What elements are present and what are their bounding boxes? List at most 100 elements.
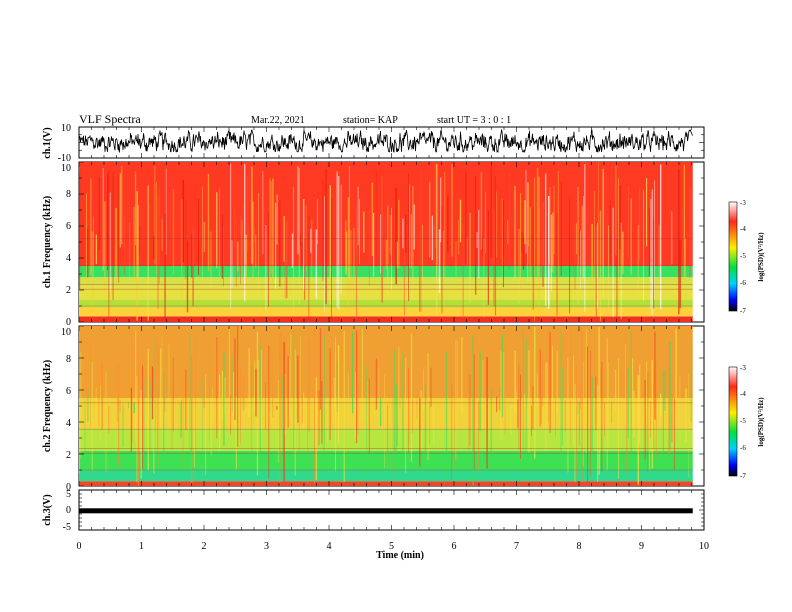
spectrogram-streak <box>536 168 539 293</box>
spectrogram-streak <box>247 177 249 252</box>
spectrogram-streak <box>539 349 541 427</box>
spectrogram-streak <box>210 231 212 288</box>
ch2-spectrogram-ticks <box>78 325 705 487</box>
spectrogram-streak <box>409 184 411 268</box>
spectrogram-streak <box>496 396 497 413</box>
spectrogram-streak <box>651 360 654 469</box>
spectrogram-streak <box>261 349 262 431</box>
spectrogram-streak <box>462 224 464 318</box>
spectrogram-streak <box>542 201 544 287</box>
spectrogram-streak <box>468 365 470 450</box>
ch3-ytick-neg5: -5 <box>63 522 71 533</box>
spectrogram-streak <box>237 326 239 447</box>
spectrogram-streak <box>595 225 597 317</box>
spectrogram-streak <box>525 338 527 473</box>
spectrogram-streak <box>157 345 159 467</box>
spectrogram-streak <box>182 179 185 262</box>
spectrogram-streak <box>385 239 388 270</box>
ch2-cb-tick-7: -7 <box>740 472 746 480</box>
spectrogram-streak <box>349 166 350 278</box>
spectrogram-streak <box>147 348 149 471</box>
spectrogram-streak <box>233 372 235 418</box>
spectrogram-streak <box>161 337 163 421</box>
spectrogram-streak <box>315 229 318 299</box>
spectrogram-band <box>79 266 693 278</box>
spectrogram-streak <box>203 221 206 252</box>
spectrogram-streak <box>135 171 137 246</box>
spectrogram-streak <box>317 198 318 244</box>
spectrogram-streak <box>192 228 194 307</box>
xtick-8: 8 <box>577 541 582 552</box>
spectrogram-streak <box>485 192 486 253</box>
spectrogram-streak <box>251 166 253 264</box>
ch3-ticks <box>78 489 705 531</box>
spectrogram-streak <box>594 191 595 314</box>
spectrogram-streak <box>532 207 535 310</box>
ch1-cb-tick-7: -7 <box>740 307 746 315</box>
x-axis: 0 1 2 3 4 5 6 7 8 9 10 Time (min) <box>77 541 710 561</box>
spectrogram-streak <box>688 374 689 478</box>
spectrogram-streak <box>230 395 231 435</box>
spectrogram-streak <box>520 374 521 459</box>
spectrogram-streak <box>308 339 310 433</box>
spectrogram-streak <box>510 405 512 436</box>
spectrogram-band <box>79 326 693 398</box>
spectrogram-streak <box>483 237 485 318</box>
spectrogram-streak <box>380 214 381 274</box>
spectrogram-streak <box>394 349 395 452</box>
spectrogram-streak <box>255 234 257 268</box>
date-label: Mar.22, 2021 <box>251 115 305 126</box>
spectrogram-streak <box>151 366 154 420</box>
spectrogram-streak <box>683 164 685 282</box>
spectrogram-streak <box>494 176 497 316</box>
spectrogram-streak <box>646 362 648 416</box>
spectrogram-streak <box>154 340 156 476</box>
spectrogram-streak <box>402 218 404 249</box>
spectrogram-streak <box>454 394 455 468</box>
spectrogram-streak <box>160 348 162 430</box>
spectrogram-streak <box>626 367 628 473</box>
spectrogram-streak <box>135 330 137 442</box>
ch1-spectrogram-ylabel: ch.1 Frequency (kHz) <box>42 196 53 288</box>
spectrogram-streak <box>517 399 519 429</box>
spectrogram-streak <box>303 199 305 291</box>
spectrogram-streak <box>433 403 435 445</box>
spectrogram-streak <box>469 374 471 446</box>
spectrogram-streak <box>343 330 345 482</box>
spectrogram-streak <box>525 169 527 254</box>
spectrogram-streak <box>357 186 359 245</box>
spectrogram-streak <box>245 234 247 289</box>
spectrogram-streak <box>608 361 609 448</box>
spectrogram-streak <box>395 187 397 285</box>
spectrogram-streak <box>574 383 576 483</box>
spectrogram-streak <box>625 344 626 422</box>
spectrogram-streak <box>528 182 530 247</box>
spectrogram-streak <box>402 353 404 464</box>
ch1-colorbar-label: log(PSD)(V²/Hz) <box>757 232 765 282</box>
spectrogram-streak <box>293 331 295 450</box>
spectrogram-streak <box>524 393 525 408</box>
spectrogram-streak <box>284 216 286 299</box>
xtick-6: 6 <box>452 541 457 552</box>
spectrogram-streak <box>395 384 397 455</box>
spectrogram-streak <box>122 404 124 447</box>
spectrogram-streak <box>604 402 605 436</box>
spectrogram-band <box>79 470 693 482</box>
spectrogram-streak <box>476 232 478 248</box>
spectrogram-streak <box>403 216 406 316</box>
spectrogram-streak <box>331 198 332 320</box>
spectrogram-band <box>79 299 693 308</box>
spectrogram-streak <box>580 230 581 290</box>
spectrogram-streak <box>367 381 369 426</box>
spectrogram-streak <box>611 401 612 424</box>
spectrogram-streak <box>156 182 157 276</box>
spectrogram-streak <box>548 196 550 309</box>
spectrogram-streak <box>664 370 666 411</box>
spectrogram-streak <box>662 370 664 464</box>
spectrogram-streak <box>277 380 280 463</box>
spectrogram-streak <box>451 164 453 257</box>
spectrogram-streak <box>514 186 516 279</box>
spectrogram-streak <box>655 363 657 459</box>
spectrogram-streak <box>335 337 336 472</box>
spectrogram-streak <box>140 390 142 479</box>
